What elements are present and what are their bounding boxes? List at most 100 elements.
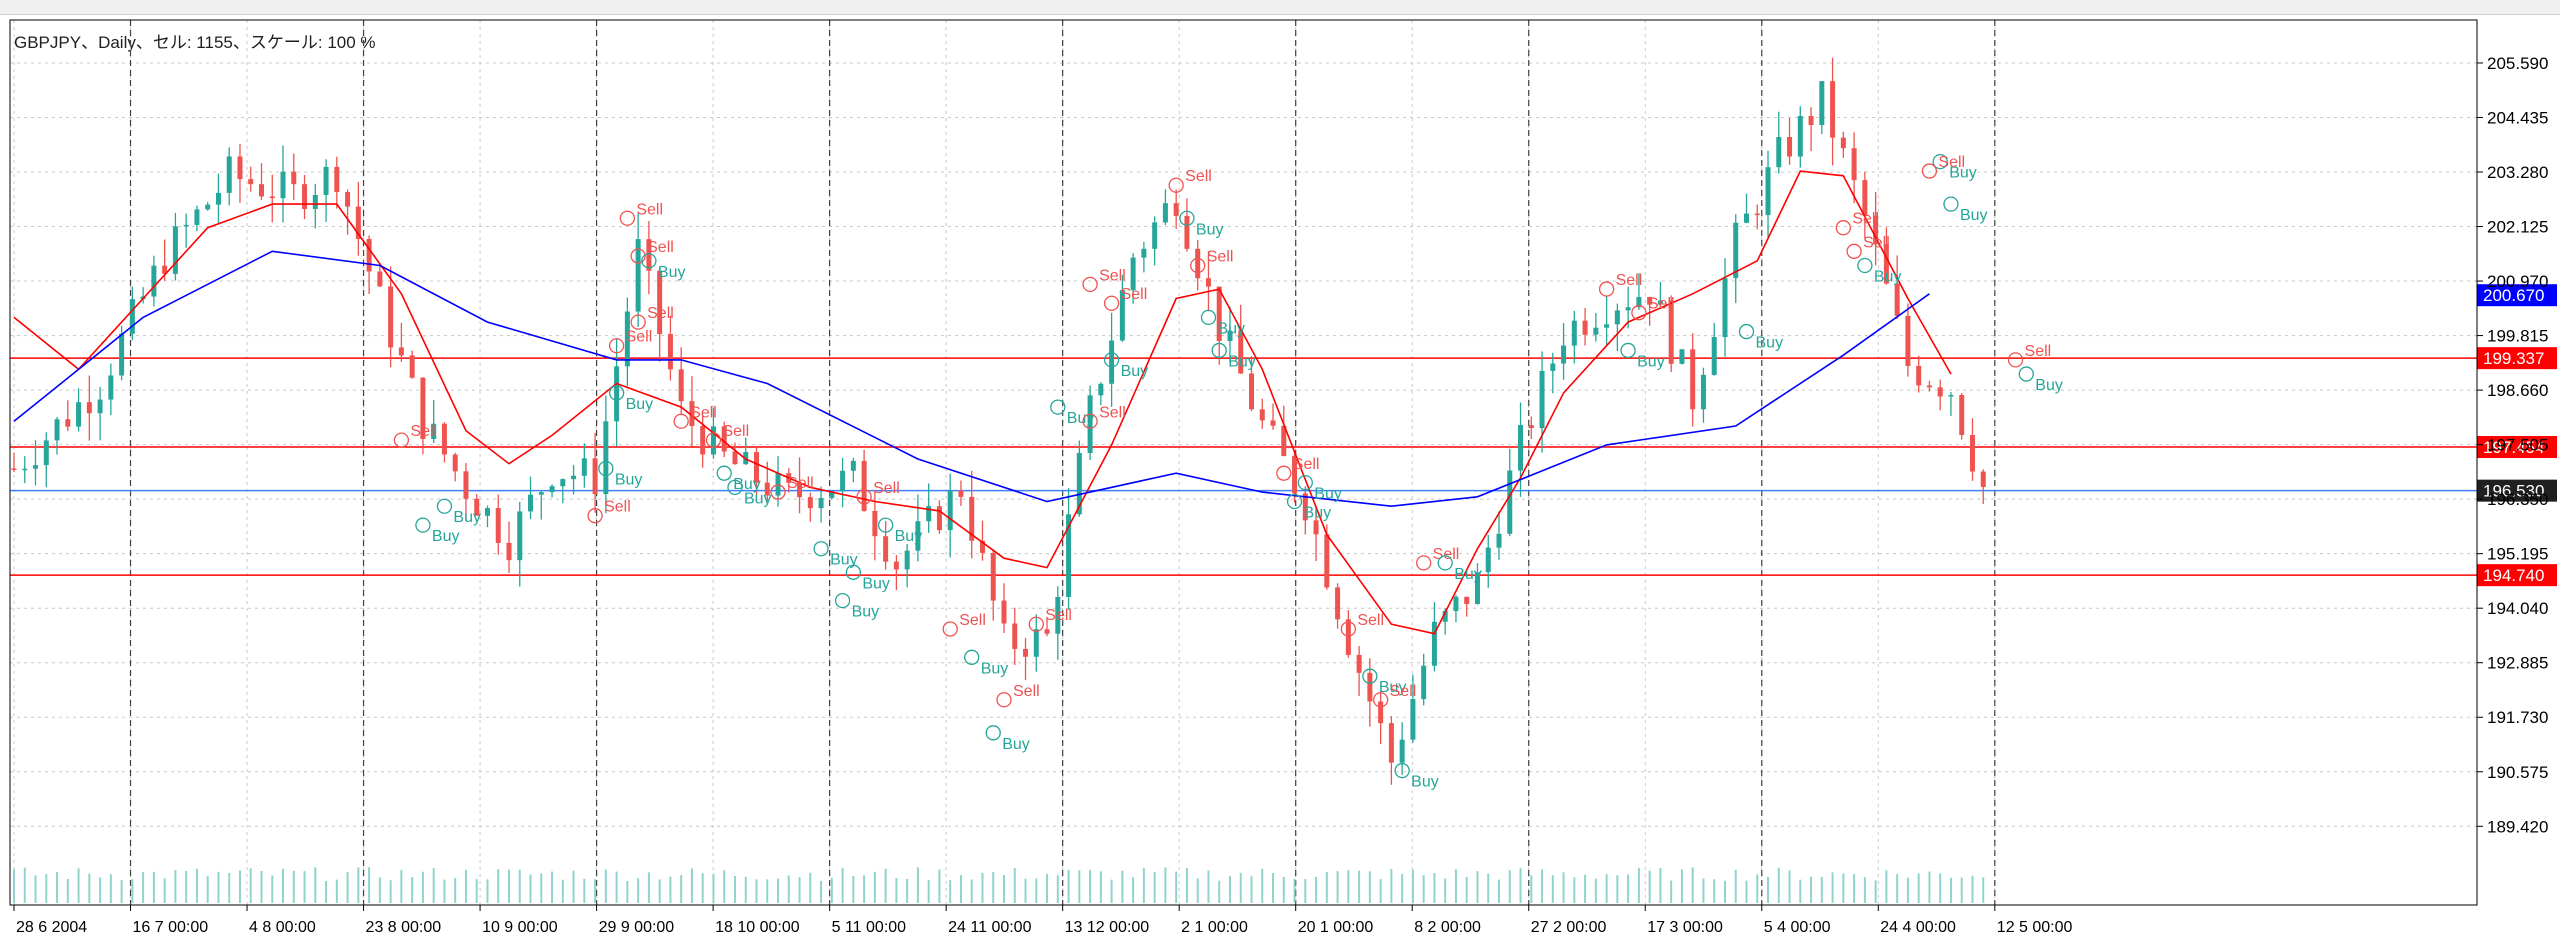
- signal-label-buy: Buy: [1874, 268, 1902, 285]
- signal-marker: [834, 592, 851, 609]
- candle-body: [409, 355, 415, 378]
- candle-body: [1388, 723, 1394, 763]
- candle-body: [829, 491, 835, 498]
- candle-body: [22, 468, 28, 471]
- signal-label-buy: Buy: [1411, 774, 1439, 791]
- candle-body: [571, 475, 577, 480]
- candle-body: [1765, 167, 1771, 216]
- volume-layer: [13, 867, 1985, 903]
- candle-body: [979, 540, 985, 553]
- signal-marker: [705, 432, 722, 448]
- candle-body: [1561, 345, 1567, 364]
- signal-label-sell: Sell: [1357, 612, 1384, 629]
- candle-body: [162, 265, 168, 274]
- signal-label-buy: Buy: [1196, 221, 1224, 238]
- signal-marker: [1846, 243, 1862, 259]
- candle-body: [549, 486, 555, 493]
- candle-body: [1851, 148, 1857, 181]
- candle-body: [893, 561, 899, 570]
- candle-body: [1055, 596, 1061, 634]
- signal-marker: [1921, 163, 1938, 179]
- candle-body: [291, 171, 297, 185]
- candle-body: [11, 468, 17, 470]
- candle-body: [614, 366, 620, 422]
- candle-body: [538, 492, 544, 495]
- candle-body: [1485, 547, 1491, 573]
- signal-marker: [1340, 621, 1356, 637]
- candle-body: [517, 511, 523, 561]
- level-price-tag: [2477, 564, 2557, 587]
- candle-body: [1087, 395, 1093, 454]
- candle-body: [1281, 425, 1287, 457]
- candle-body: [474, 498, 480, 516]
- signal-marker: [2007, 352, 2024, 368]
- x-tick-label: 13 12 00:00: [1065, 919, 1150, 936]
- candle-body: [1442, 611, 1448, 622]
- candle-body: [1668, 300, 1674, 364]
- signal-marker: [619, 210, 636, 226]
- candle-body: [1152, 222, 1158, 249]
- signal-label-buy: Buy: [1121, 363, 1149, 380]
- x-tick-label: 2 1 00:00: [1181, 919, 1248, 936]
- y-tick-label: 200.970: [2487, 272, 2548, 291]
- candle-body: [1582, 320, 1588, 335]
- candle-body: [603, 421, 609, 495]
- signal-marker: [1362, 668, 1378, 684]
- candle-body: [1614, 310, 1620, 325]
- candle-body: [635, 239, 641, 312]
- candle-body: [1969, 434, 1975, 472]
- toolbar-strip: [0, 0, 2560, 15]
- candle-body: [323, 166, 329, 195]
- signal-marker: [856, 489, 872, 505]
- candle-body: [764, 482, 770, 496]
- y-tick-label: 196.350: [2487, 490, 2548, 509]
- candle-body: [1754, 213, 1760, 216]
- candle-body: [1959, 395, 1965, 435]
- candle-body: [883, 536, 889, 562]
- candle-body: [226, 156, 232, 193]
- candle-body: [1238, 330, 1244, 374]
- candle-body: [1980, 471, 1986, 487]
- candle-body: [1937, 387, 1943, 397]
- candle-body: [1023, 648, 1029, 657]
- candle-body: [1098, 383, 1104, 396]
- candle-body: [1119, 290, 1125, 341]
- candle-body: [1345, 619, 1351, 655]
- y-tick-label: 205.590: [2487, 54, 2548, 73]
- signal-label-buy: Buy: [862, 575, 890, 592]
- signal-label-sell: Sell: [1099, 267, 1126, 284]
- x-tick-label: 27 2 00:00: [1531, 919, 1607, 936]
- candle-body: [1249, 373, 1254, 410]
- moving-average-line: [13, 250, 1930, 508]
- signal-label-sell: Sell: [1938, 154, 1965, 171]
- candle-body: [807, 497, 813, 509]
- candle-body: [1076, 453, 1082, 515]
- candle-body: [678, 369, 684, 402]
- signal-marker: [587, 508, 603, 524]
- candle-body: [151, 265, 157, 297]
- candle-body: [1744, 213, 1749, 223]
- signal-marker: [1857, 257, 1873, 274]
- candle-body: [797, 482, 803, 498]
- axis-layer: 205.590 204.435 203.280 202.125 200.970 199.8…: [9, 19, 2548, 936]
- candle-body: [1044, 629, 1050, 634]
- level-price-label: 196.530: [2483, 482, 2544, 501]
- candle-body: [183, 224, 189, 227]
- signal-label-buy: Buy: [626, 396, 654, 413]
- candle-body: [1894, 283, 1900, 316]
- candle-body: [33, 465, 39, 469]
- signal-label-sell: Sell: [626, 329, 653, 346]
- signal-marker: [1276, 465, 1292, 481]
- candle-body: [237, 156, 243, 180]
- signal-label-buy: Buy: [981, 660, 1009, 677]
- signal-label-buy: Buy: [1314, 486, 1342, 503]
- candle-body: [926, 506, 932, 522]
- candle-body: [1109, 340, 1115, 384]
- plot-frame: [9, 19, 2478, 906]
- candle-body: [1378, 701, 1384, 724]
- signal-marker: [1416, 555, 1432, 571]
- signal-label-buy: Buy: [895, 528, 923, 545]
- signal-marker: [727, 479, 743, 495]
- signal-label-buy: Buy: [2035, 377, 2063, 394]
